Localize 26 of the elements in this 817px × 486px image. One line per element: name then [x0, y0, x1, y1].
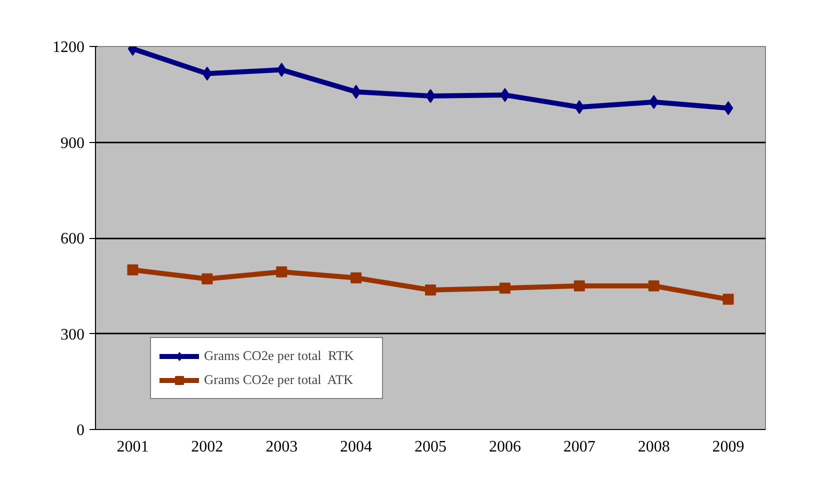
legend-label: Grams CO2e per total RTK: [204, 348, 355, 364]
x-tick-label: 2009: [712, 438, 744, 456]
point: [499, 282, 510, 294]
legend-label: Grams CO2e per total ATK: [204, 372, 354, 388]
x-tick-label: 2008: [638, 438, 670, 456]
point: [648, 280, 660, 292]
point: [202, 273, 213, 284]
x-tick-label: 2002: [191, 438, 224, 456]
x-tick-label: 2003: [266, 438, 298, 456]
y-tick-label: 900: [60, 134, 84, 152]
y-tick-label: 0: [76, 422, 84, 439]
x-tick-label: 2007: [563, 438, 596, 456]
x-tick-label: 2005: [414, 438, 446, 456]
point: [276, 266, 288, 278]
point: [127, 264, 138, 276]
point: [350, 272, 362, 284]
point: [425, 284, 436, 296]
point: [723, 101, 734, 116]
x-tick-label: 2001: [116, 438, 149, 456]
x-tick-label: 2006: [488, 438, 521, 456]
y-tick-label: 300: [60, 326, 84, 344]
x-tick-label: 2004: [340, 438, 372, 456]
y-tick-label: 1200: [52, 39, 84, 56]
y-tick-label: 600: [60, 230, 84, 248]
point: [722, 294, 734, 305]
point: [574, 280, 585, 292]
